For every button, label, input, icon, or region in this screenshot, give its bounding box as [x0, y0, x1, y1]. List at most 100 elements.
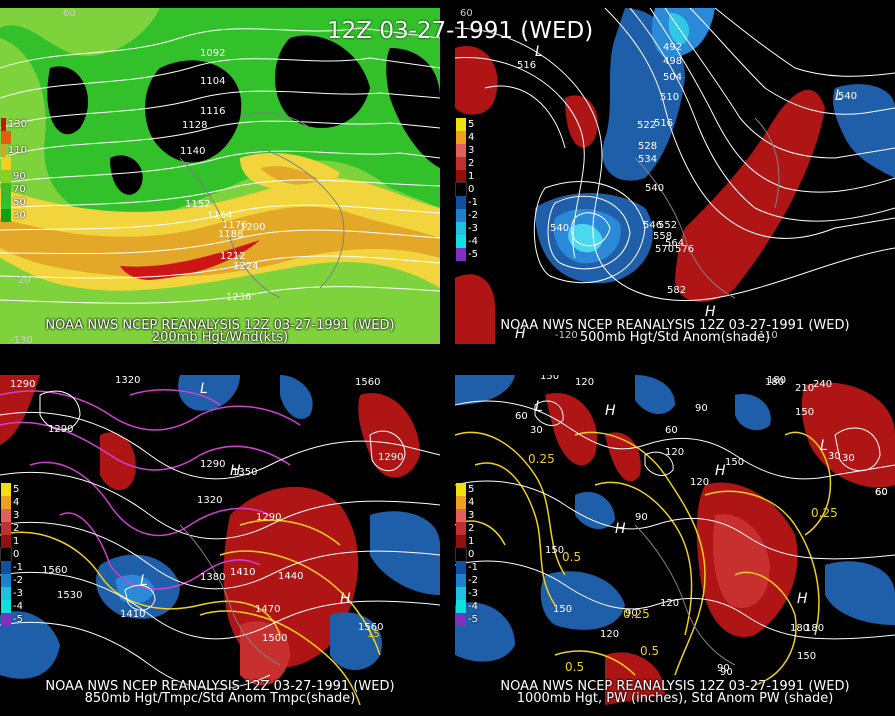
contour-label: 1152: [185, 199, 210, 210]
legend-entry: -3: [456, 222, 482, 235]
legend-label: 0: [468, 183, 475, 195]
contour-label: 60: [515, 411, 528, 422]
contour-label: 150: [725, 457, 744, 468]
panel-source-caption: NOAA NWS NCEP REANALYSIS 12Z 03-27-1991 …: [500, 679, 850, 694]
legend-label: 5: [13, 483, 20, 495]
contour-label: 1290: [256, 512, 281, 523]
contour-label: 1290: [48, 424, 73, 435]
svg-text:H: H: [615, 521, 626, 537]
svg-text:H: H: [715, 463, 726, 479]
legend-swatch: [456, 131, 466, 144]
contour-label: 498: [663, 56, 682, 67]
contour-label: 1290: [10, 379, 35, 390]
contour-label: 1290: [200, 459, 225, 470]
legend-swatch: [1, 118, 6, 131]
svg-text:L: L: [140, 573, 148, 589]
contour-label: 0.25: [811, 506, 838, 520]
legend-label: 1: [13, 535, 20, 547]
panel-variable-caption: 500mb Hgt/Std Anom(shade): [579, 330, 771, 344]
legend-swatch: [1, 561, 11, 574]
legend-200mb: 130 110 90 70 50 30: [1, 118, 27, 222]
legend-entry: -5: [456, 248, 482, 261]
legend-label: 1: [468, 170, 475, 182]
legend-swatch: [1, 131, 11, 144]
legend-entry: -5: [1, 613, 27, 626]
contour-label: 15: [367, 629, 380, 640]
contour-label: 120: [660, 598, 679, 609]
contour-label: 504: [663, 72, 682, 83]
legend-entry: -4: [1, 600, 27, 613]
legend-label: 50: [13, 196, 26, 208]
legend-swatch: [0, 547, 12, 562]
legend-swatch: [1, 509, 11, 522]
legend-label: -5: [13, 613, 23, 625]
legend-entry: -3: [1, 587, 27, 600]
legend-swatch: [456, 209, 466, 222]
legend-entry: 0: [0, 547, 27, 562]
legend-label: 3: [468, 144, 475, 156]
legend-swatch: [456, 144, 466, 157]
contour-label: 1560: [42, 565, 67, 576]
legend-entry: -5: [456, 613, 482, 626]
legend-label: 3: [468, 509, 475, 521]
legend-swatch: [1, 170, 11, 183]
svg-text:H: H: [797, 591, 808, 607]
contour-label: 180: [765, 377, 784, 388]
contour-label: 1200: [240, 222, 265, 233]
legend-entry: 2: [1, 522, 27, 535]
legend-label: 0: [13, 548, 20, 560]
legend-swatch: [456, 509, 466, 522]
contour-label: 1236: [226, 292, 251, 303]
contour-label: 1128: [182, 120, 207, 131]
legend-entry: 4: [456, 131, 482, 144]
legend-swatch: [1, 522, 11, 535]
legend-label: 110: [7, 144, 27, 156]
legend-swatch: [1, 600, 11, 613]
legend-swatch: [456, 522, 466, 535]
panel-1000mb: 150 120 60 30 90 60 180 240 210 150 30 6…: [455, 375, 895, 705]
legend-swatch: [456, 118, 466, 131]
legend-swatch: [456, 235, 466, 248]
contour-label: 1440: [278, 571, 303, 582]
legend-swatch: [456, 483, 466, 496]
map-500mb-height: 492 498 504 510 516 522 528 534 540 546 …: [455, 8, 895, 344]
contour-label: 582: [667, 285, 686, 296]
contour-label: 0.25: [528, 452, 555, 466]
contour-label: 1176: [222, 220, 247, 231]
contour-label: 1116: [200, 106, 225, 117]
panel-source-caption: NOAA NWS NCEP REANALYSIS 12Z 03-27-1991 …: [45, 318, 395, 333]
legend-label: 1: [468, 535, 475, 547]
contour-label: 1410: [120, 609, 145, 620]
contour-label: 120: [575, 377, 594, 388]
contour-label: 90: [720, 667, 733, 678]
legend-swatch: [1, 574, 11, 587]
svg-text:H: H: [515, 326, 526, 342]
legend-entry: -1: [456, 561, 482, 574]
contour-label: 60: [875, 487, 888, 498]
contour-label: 564: [665, 238, 684, 249]
legend-label: 2: [468, 522, 475, 534]
latitude-label: 60: [460, 8, 473, 19]
legend-entry: 3: [456, 144, 482, 157]
legend-label: -2: [468, 574, 478, 586]
contour-label: 528: [638, 141, 657, 152]
svg-text:H: H: [230, 463, 241, 479]
legend-swatch: [455, 547, 467, 562]
legend-label: 0: [468, 548, 475, 560]
svg-text:L: L: [835, 88, 843, 104]
legend-entry: 1: [1, 535, 27, 548]
legend-entry: 0: [455, 547, 482, 562]
legend-swatch: [456, 222, 466, 235]
legend-label: 2: [13, 522, 20, 534]
legend-500mb: 5 4 3 2 1 0 -1 -2 -3 -4 -5: [455, 118, 482, 261]
legend-entry: 4: [456, 496, 482, 509]
legend-entry: 90: [1, 170, 27, 183]
legend-label: -3: [468, 222, 478, 234]
legend-entry: 5: [456, 118, 482, 131]
legend-swatch: [456, 170, 466, 183]
contour-label: 546: [643, 220, 662, 231]
legend-label: 2: [468, 157, 475, 169]
legend-swatch: [1, 209, 11, 222]
contour-label: 60: [875, 487, 888, 498]
map-1000mb-precip-water: 150 120 60 30 90 60 180 240 210 150 30 6…: [455, 375, 895, 705]
